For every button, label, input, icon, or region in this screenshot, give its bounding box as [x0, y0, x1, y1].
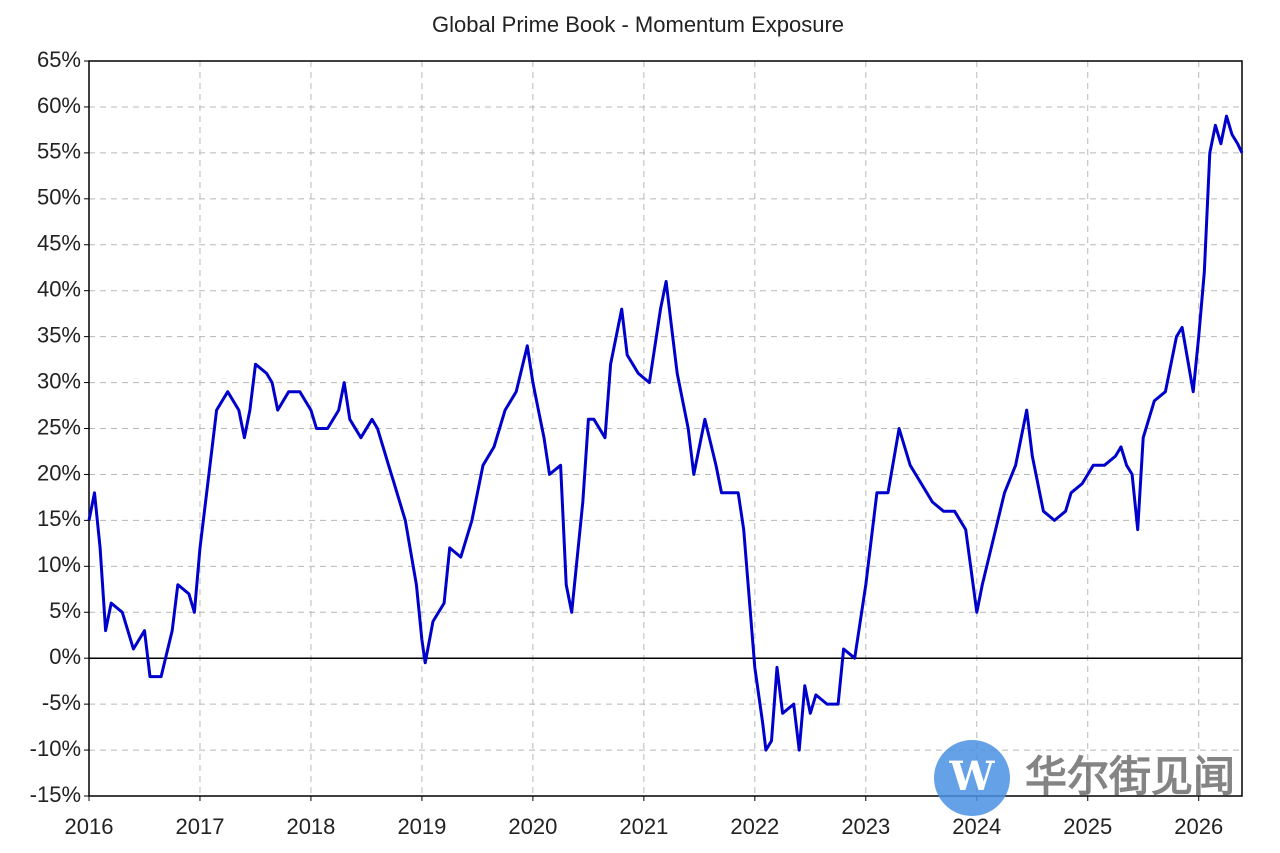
- y-tick-label: 25%: [37, 414, 81, 439]
- y-tick-label: 30%: [37, 368, 81, 393]
- y-tick-label: 35%: [37, 322, 81, 347]
- chart-title: Global Prime Book - Momentum Exposure: [432, 12, 844, 37]
- y-tick-label: -15%: [30, 782, 81, 807]
- x-tick-label: 2023: [841, 814, 890, 839]
- x-tick-label: 2020: [508, 814, 557, 839]
- y-tick-label: 20%: [37, 460, 81, 485]
- y-tick-label: 55%: [37, 139, 81, 164]
- x-tick-label: 2016: [65, 814, 114, 839]
- y-tick-label: 60%: [37, 93, 81, 118]
- series-line: [87, 114, 1244, 752]
- x-tick-label: 2017: [175, 814, 224, 839]
- x-tick-label: 2024: [952, 814, 1001, 839]
- watermark-logo-circle: [934, 740, 1010, 816]
- x-tick-label: 2019: [397, 814, 446, 839]
- y-tick-label: 5%: [49, 598, 81, 623]
- y-tick-label: 10%: [37, 552, 81, 577]
- y-tick-label: 15%: [37, 506, 81, 531]
- y-tick-label: 40%: [37, 277, 81, 302]
- y-tick-label: -10%: [30, 736, 81, 761]
- y-tick-label: -5%: [42, 690, 81, 715]
- x-tick-label: 2021: [619, 814, 668, 839]
- x-tick-label: 2022: [730, 814, 779, 839]
- plot-frame: [88, 60, 1243, 797]
- y-tick-label: 50%: [37, 185, 81, 210]
- x-tick-label: 2018: [286, 814, 335, 839]
- y-tick-label: 0%: [49, 644, 81, 669]
- x-tick-label: 2025: [1063, 814, 1112, 839]
- y-tick-label: 45%: [37, 231, 81, 256]
- watermark-logo: W: [949, 753, 996, 800]
- watermark: 华尔街见闻: [1025, 753, 1235, 800]
- x-tick-label: 2026: [1174, 814, 1223, 839]
- y-tick-label: 65%: [37, 47, 81, 72]
